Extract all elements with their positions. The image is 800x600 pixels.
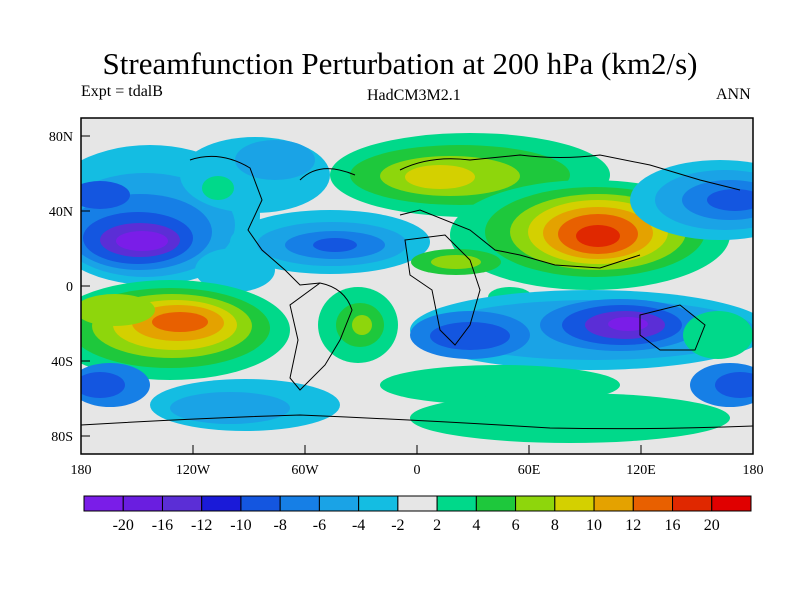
colorbar-label: 20 (704, 517, 720, 534)
australia-coast (639, 304, 706, 351)
lat-label: 40S (51, 355, 73, 370)
colorbar-label: 8 (551, 517, 559, 534)
colorbar-label: -8 (274, 517, 287, 534)
lat-label: 40N (49, 205, 73, 220)
latitude-axis: 80N 40N 0 40S 80S (49, 130, 73, 445)
field-south-america-positive (318, 287, 398, 363)
south-america-coast (289, 282, 353, 391)
colorbar-swatch (475, 495, 517, 512)
field-west-pacific-negative (630, 160, 753, 240)
season-label: ANN (716, 86, 751, 103)
colorbar-swatch (632, 495, 674, 512)
north-america-coast (189, 155, 321, 286)
colorbar-swatch (240, 495, 281, 512)
lon-label: 0 (414, 463, 421, 478)
map-panel (81, 118, 753, 454)
colorbar-label: -2 (391, 517, 404, 534)
colorbar-swatch (515, 495, 556, 512)
colorbar-swatch (279, 495, 320, 512)
colorbar-swatch (672, 495, 713, 512)
colorbar-label: -4 (352, 517, 365, 534)
colorbar-label: 12 (625, 517, 641, 534)
colorbar-swatch (201, 495, 242, 512)
field-south-indian-positive (683, 311, 753, 359)
coastlines (81, 154, 753, 430)
colorbar-swatch (83, 495, 124, 512)
field-north-atlantic-negative (195, 210, 430, 292)
colorbar-label: -12 (191, 517, 212, 534)
colorbar-swatch (593, 495, 634, 512)
lon-label: 120W (176, 463, 211, 478)
field-eurasia-positive (330, 133, 730, 290)
colorbar: -20 -16 -12 -10 -8 -6 -4 -2 2 4 6 8 10 12 16 20 (83, 495, 752, 534)
colorbar-swatch (358, 495, 399, 512)
colorbar-swatch (122, 495, 163, 512)
colorbar-label: 2 (433, 517, 441, 534)
antarctica-coast (81, 414, 753, 430)
lat-label: 0 (66, 280, 73, 295)
lon-label: 120E (626, 463, 656, 478)
longitude-axis: 180 120W 60W 0 60E 120E 180 (71, 463, 764, 478)
field-south-pacific-positive (81, 280, 290, 380)
colorbar-swatch (554, 495, 595, 512)
colorbar-swatch (711, 495, 752, 512)
lon-label: 180 (71, 463, 92, 478)
lat-label: 80S (51, 430, 73, 445)
eurasia-north-coast (399, 154, 741, 191)
colorbar-label: -16 (152, 517, 173, 534)
lon-label: 60W (291, 463, 319, 478)
greenland-coast (299, 168, 356, 181)
colorbar-swatch (397, 495, 438, 512)
colorbar-label: -10 (230, 517, 251, 534)
africa-coast (404, 234, 481, 346)
lon-label: 180 (743, 463, 764, 478)
experiment-label: Expt = tdalB (81, 83, 163, 100)
eurasia-south-coast (399, 209, 641, 269)
colorbar-label: 16 (665, 517, 681, 534)
field-antarctic-band (81, 363, 753, 443)
map-title: Streamfunction Perturbation at 200 hPa (… (102, 46, 698, 81)
colorbar-label: -6 (313, 517, 326, 534)
colorbar-label: 6 (512, 517, 520, 534)
colorbar-label: 10 (586, 517, 602, 534)
colorbar-label: 4 (472, 517, 480, 534)
lat-label: 80N (49, 130, 73, 145)
model-label: HadCM3M2.1 (367, 87, 461, 104)
lon-label: 60E (518, 463, 541, 478)
colorbar-swatch (436, 495, 477, 512)
colorbar-swatch (161, 495, 203, 512)
field-north-pacific-negative (81, 137, 330, 285)
axis-ticks (81, 135, 642, 454)
colorbar-label: -20 (113, 517, 134, 534)
colorbar-swatch (318, 495, 360, 512)
